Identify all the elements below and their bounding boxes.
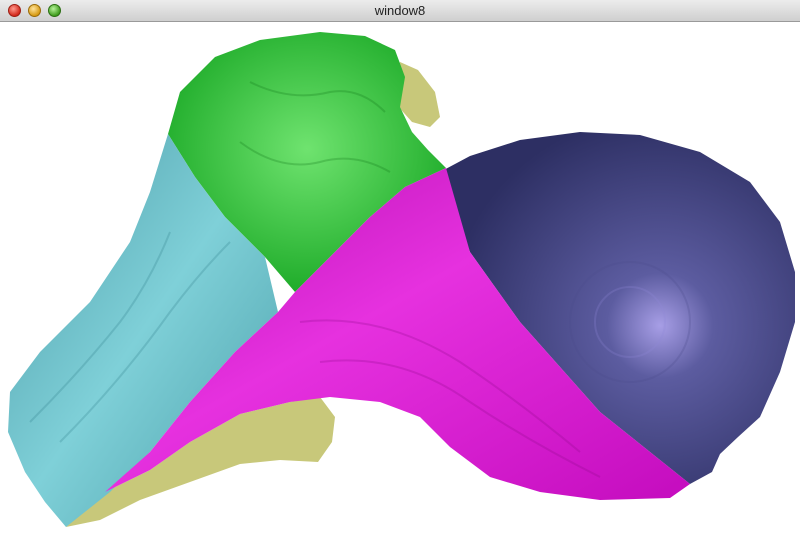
zoom-window-button[interactable] bbox=[48, 4, 61, 17]
magenta-region bbox=[105, 168, 690, 500]
khaki-region bbox=[66, 397, 335, 527]
minimize-window-button[interactable] bbox=[28, 4, 41, 17]
surface-texture bbox=[29, 81, 691, 478]
title-bar[interactable]: window8 bbox=[0, 0, 800, 22]
cyan-region bbox=[8, 134, 278, 527]
window-title: window8 bbox=[374, 3, 426, 18]
3d-render-viewport[interactable] bbox=[0, 22, 800, 536]
close-window-button[interactable] bbox=[8, 4, 21, 17]
green-region bbox=[168, 32, 446, 292]
bone-mesh-render[interactable] bbox=[0, 22, 800, 536]
navy-head-region bbox=[440, 132, 795, 484]
